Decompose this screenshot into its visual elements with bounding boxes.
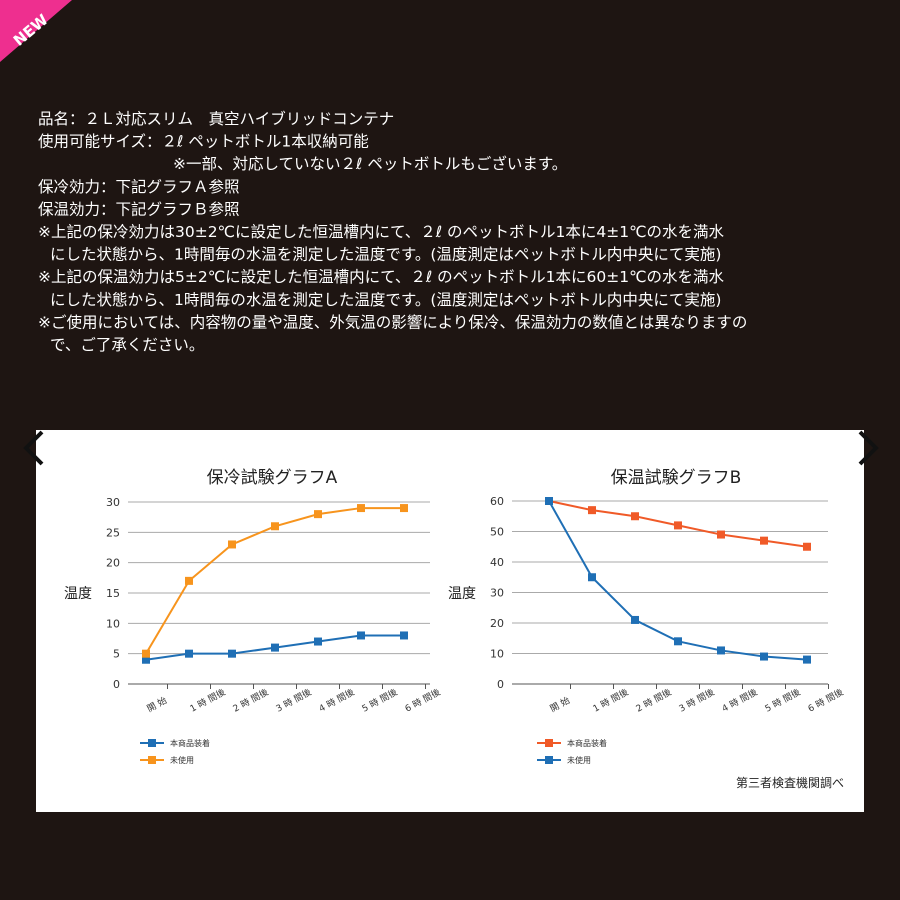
spec-line: 保温効力：下記グラフＢ参照 — [38, 200, 240, 218]
spec-line: ※ご使用においては、内容物の量や温度、外気温の影響により保冷、保温効力の数値とは… — [38, 313, 747, 331]
point — [717, 530, 725, 539]
new-badge — [0, 0, 72, 62]
legend-label: 未使用 — [170, 755, 194, 765]
legend-label: 本商品装着 — [567, 738, 607, 748]
y-axis-label: 温度 — [64, 586, 92, 602]
y-tick-label: 10 — [106, 617, 120, 630]
legend-marker — [545, 739, 553, 747]
spec-line: 保冷効力：下記グラフＡ参照 — [38, 178, 240, 196]
y-tick-label: 25 — [106, 526, 120, 539]
point — [588, 573, 596, 582]
y-tick-label: 10 — [490, 648, 504, 661]
y-tick-label: 20 — [490, 617, 504, 630]
legend-label: 未使用 — [567, 755, 591, 765]
y-tick-label: 5 — [113, 648, 120, 661]
spec-line: 品名：２Ｌ対応スリム 真空ハイブリッドコンテナ — [38, 109, 394, 128]
spec-line: にした状態から、1時間毎の水温を測定した温度です。(温度測定はペットボトル内中央… — [50, 291, 721, 309]
point — [271, 643, 279, 652]
y-tick-label: 0 — [113, 678, 120, 691]
point — [185, 576, 193, 585]
legend-marker — [148, 756, 156, 764]
point — [228, 649, 236, 658]
chart-title: 保冷試験グラフA — [207, 468, 338, 488]
y-tick-label: 40 — [490, 556, 504, 569]
y-tick-label: 0 — [497, 678, 504, 691]
y-tick-label: 60 — [490, 495, 504, 508]
legend-marker — [148, 739, 156, 747]
point — [400, 504, 408, 513]
point — [314, 637, 322, 646]
point — [803, 655, 811, 664]
legend-label: 本商品装着 — [170, 738, 210, 748]
point — [314, 510, 322, 519]
point — [674, 521, 682, 530]
y-tick-label: 50 — [490, 526, 504, 539]
y-tick-label: 30 — [106, 496, 120, 509]
chart-panel — [36, 430, 864, 812]
point — [674, 637, 682, 646]
prev-arrow[interactable] — [23, 430, 44, 466]
point — [357, 504, 365, 513]
point — [185, 649, 193, 658]
next-arrow[interactable] — [858, 430, 879, 466]
spec-line: ※上記の保冷効力は30±2℃に設定した恒温槽内にて、２ℓ のペットボトル1本に4… — [38, 223, 725, 241]
point — [271, 522, 279, 531]
point — [400, 631, 408, 640]
point — [803, 542, 811, 551]
legend-marker — [545, 756, 553, 764]
point — [357, 631, 365, 640]
spec-line: で、ご了承ください。 — [50, 336, 204, 354]
point — [760, 652, 768, 661]
chart-title: 保温試験グラフB — [611, 468, 742, 488]
source-note: 第三者検査機関調べ — [736, 775, 844, 790]
spec-line: にした状態から、1時間毎の水温を測定した温度です。(温度測定はペットボトル内中央… — [50, 246, 721, 264]
spec-line: ※一部、対応していない２ℓ ペットボトルもございます。 — [173, 154, 567, 173]
point — [142, 649, 150, 658]
point — [760, 536, 768, 545]
spec-line: ※上記の保温効力は5±2℃に設定した恒温槽内にて、２ℓ のペットボトル1本に60… — [38, 268, 725, 286]
point — [631, 615, 639, 624]
point — [631, 512, 639, 521]
point — [717, 646, 725, 655]
y-tick-label: 20 — [106, 557, 120, 570]
spec-line: 使用可能サイズ：２ℓ ペットボトル1本収納可能 — [38, 133, 369, 151]
y-tick-label: 15 — [106, 587, 120, 600]
point — [588, 506, 596, 515]
y-tick-label: 30 — [490, 587, 504, 600]
point — [228, 540, 236, 549]
point — [142, 655, 150, 664]
point — [545, 497, 553, 505]
y-axis-label: 温度 — [448, 586, 476, 602]
